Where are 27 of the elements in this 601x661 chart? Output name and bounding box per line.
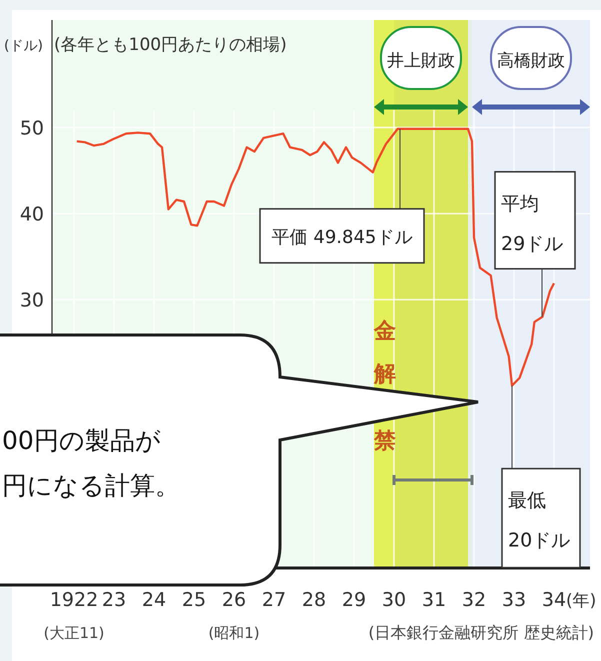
x-tick-label: 25 — [182, 589, 206, 611]
band-label: 井上財政 — [387, 51, 455, 71]
x-tick-label: 30 — [382, 589, 406, 611]
x-tick-label: 29 — [342, 589, 366, 611]
y-axis-title: (ドル) — [4, 38, 43, 54]
x-tick-label: 34 — [542, 589, 566, 611]
y-tick-label: 50 — [20, 118, 44, 140]
y-tick-label: 40 — [20, 204, 44, 226]
x-tick-label: 28 — [302, 589, 326, 611]
x-axis-title: (年) — [566, 591, 596, 611]
text: (日本銀行金融研究所 歴史統計) — [368, 623, 594, 642]
y-tick-label: 30 — [20, 290, 44, 312]
x-tick-label: 32 — [462, 589, 486, 611]
x-tick-label: 27 — [262, 589, 286, 611]
x-tick-label: 24 — [142, 589, 166, 611]
annotation: 00円の製品が — [2, 426, 161, 455]
x-tick-label: 1922 (大正11) — [44, 589, 104, 642]
x-tick-label: 23 — [102, 589, 126, 611]
text: (各年とも100円あたりの相場) — [54, 35, 287, 55]
band-label: 高橋財政 — [497, 51, 565, 71]
x-tick-label: 26 (昭和1) — [208, 589, 260, 642]
x-tick-label: 33 — [502, 589, 526, 611]
annotation: 円になる計算。 — [2, 471, 180, 500]
annotation: 平価 49.845ドル — [272, 226, 412, 248]
annotation: 平均 29ドル — [501, 192, 564, 255]
x-tick-label: 31 — [422, 589, 446, 611]
annotation: 最低 20ドル — [508, 490, 570, 552]
